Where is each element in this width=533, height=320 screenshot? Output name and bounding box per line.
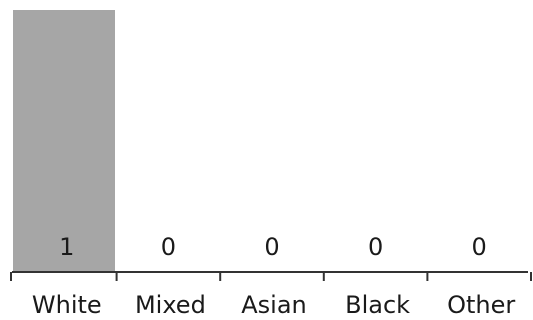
data-label-asian: 0 [264,233,279,261]
data-labels-group: 1 0 0 0 0 [59,233,487,261]
data-label-other: 0 [472,233,487,261]
x-tick-label-mixed: Mixed [135,291,206,319]
bar-white [13,10,115,272]
x-ticks-group [10,272,532,281]
x-tick-label-white: White [32,291,102,319]
bars-group [13,10,115,272]
x-tick-label-asian: Asian [241,291,307,319]
data-label-mixed: 0 [161,233,176,261]
data-label-white: 1 [59,233,74,261]
x-tick-label-other: Other [447,291,515,319]
data-label-black: 0 [368,233,383,261]
x-tick-label-black: Black [345,291,410,319]
x-tick-labels-group: White Mixed Asian Black Other [32,291,515,319]
